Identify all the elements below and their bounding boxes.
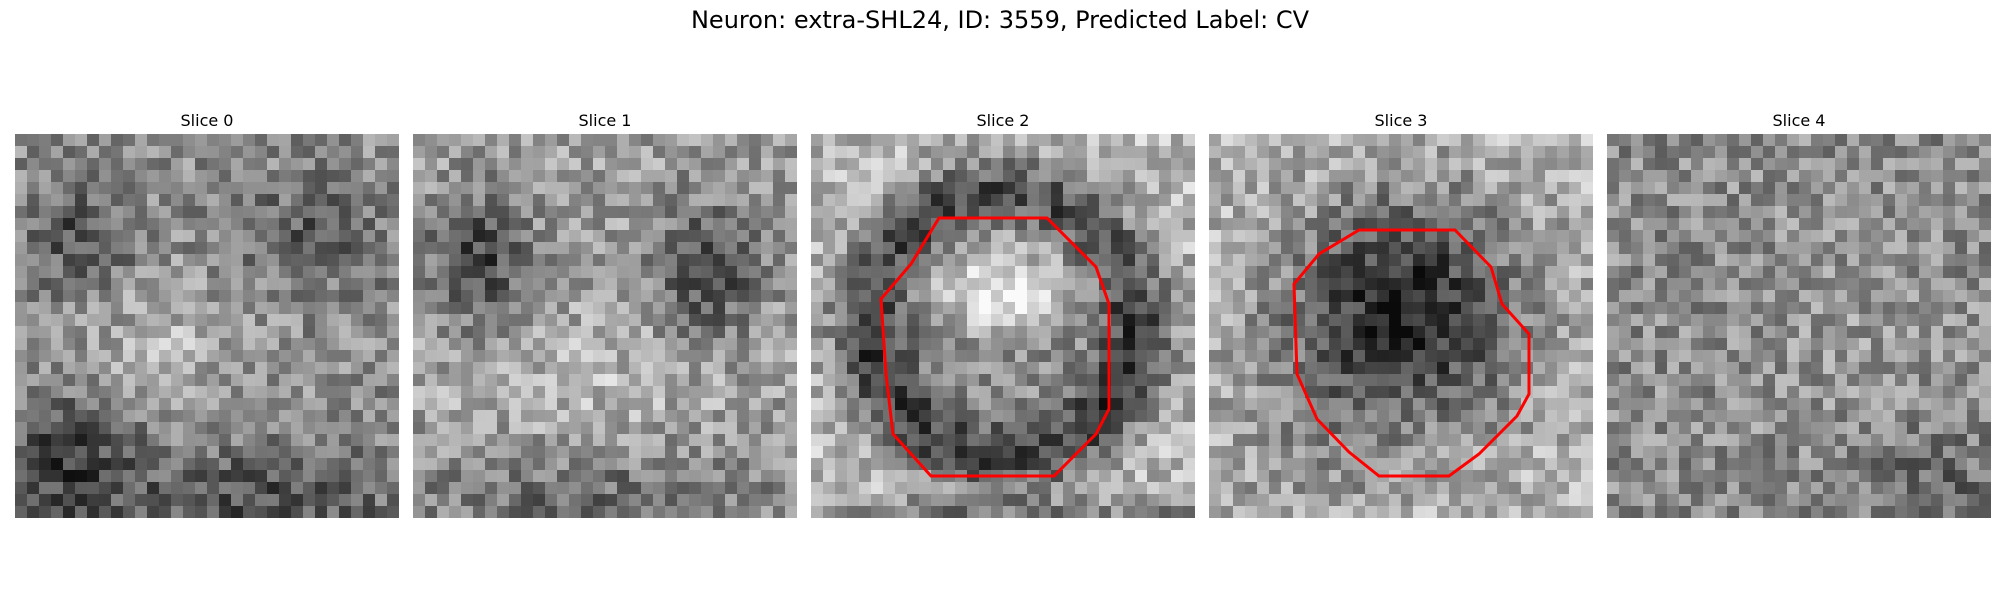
figure-title: Neuron: extra-SHL24, ID: 3559, Predicted… (690, 6, 1310, 34)
slice-panel-3: Slice 3 (1209, 110, 1593, 518)
slice-image (1607, 134, 1991, 518)
slice-title: Slice 1 (578, 111, 632, 130)
slice-panel-0: Slice 0 (15, 110, 399, 518)
slice-image (1209, 134, 1593, 518)
slice-panel-2: Slice 2 (811, 110, 1195, 518)
slice-title: Slice 2 (976, 111, 1030, 130)
slice-title: Slice 4 (1772, 111, 1826, 130)
slice-title: Slice 3 (1374, 111, 1428, 130)
slice-title: Slice 0 (180, 111, 234, 130)
slice-panel-4: Slice 4 (1607, 110, 1991, 518)
slice-image (15, 134, 399, 518)
slice-image (413, 134, 797, 518)
slice-panel-1: Slice 1 (413, 110, 797, 518)
slice-image (811, 134, 1195, 518)
